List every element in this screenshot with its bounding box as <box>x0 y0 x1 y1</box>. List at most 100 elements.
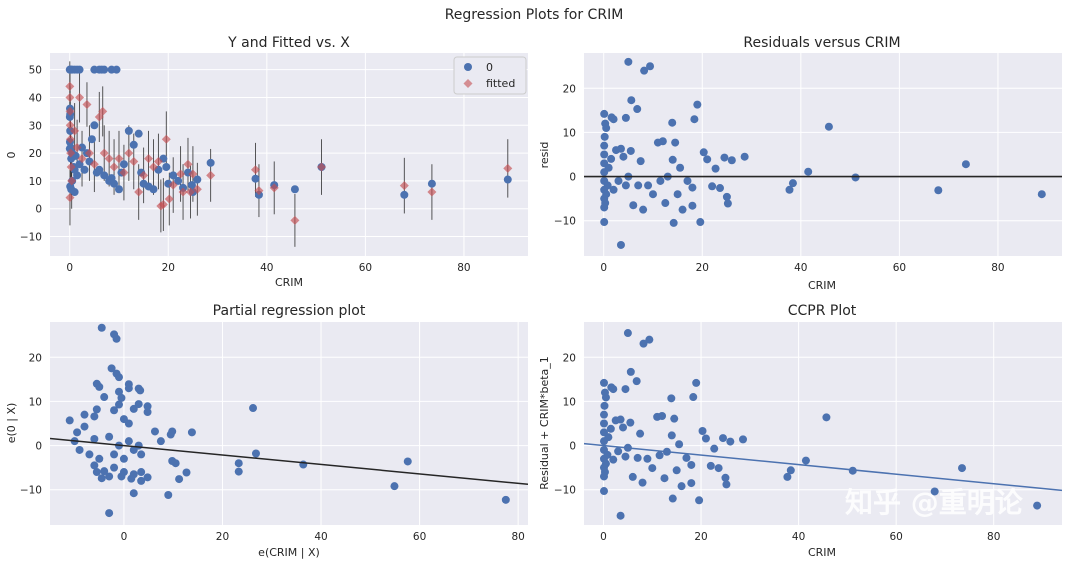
x-tick-label: 60 <box>413 531 426 543</box>
data-point <box>251 449 260 458</box>
data-point <box>658 411 667 420</box>
y-tick-label: 10 <box>29 176 42 188</box>
data-point <box>110 463 119 472</box>
observed-point <box>129 140 138 149</box>
data-point <box>636 157 645 166</box>
data-point <box>848 466 857 475</box>
data-point <box>143 402 152 411</box>
data-point <box>961 160 970 169</box>
fitted-point <box>89 159 99 169</box>
data-point <box>626 367 635 376</box>
legend-label-observed: 0 <box>486 61 493 74</box>
data-point <box>688 183 697 192</box>
fitted-point <box>134 187 144 197</box>
data-point <box>80 422 89 431</box>
y-tick-label: 20 <box>563 83 576 95</box>
data-point <box>720 153 729 162</box>
data-point <box>703 155 712 164</box>
plot-area <box>50 322 528 525</box>
data-point <box>105 509 114 518</box>
data-point <box>824 122 833 131</box>
fitted-point <box>399 181 409 191</box>
data-point <box>599 487 608 496</box>
data-point <box>934 186 943 195</box>
observed-point <box>251 174 260 183</box>
data-point <box>600 132 609 141</box>
data-point <box>624 57 633 66</box>
data-point <box>129 445 138 454</box>
fitted-point <box>139 170 149 180</box>
data-point <box>692 378 701 387</box>
x-tick-label: 40 <box>314 531 327 543</box>
x-axis-label-y-and-fitted: CRIM <box>275 276 303 289</box>
data-point <box>633 105 642 114</box>
observed-point <box>427 179 436 188</box>
data-point <box>626 146 635 155</box>
plot-area <box>584 322 1062 525</box>
data-point <box>1037 190 1046 199</box>
data-point <box>721 473 730 482</box>
data-point <box>97 323 106 332</box>
x-tick-label: 0 <box>66 262 73 274</box>
data-point <box>669 218 678 227</box>
x-tick-label: 60 <box>893 262 906 274</box>
fitted-point <box>65 134 75 144</box>
data-point <box>701 434 710 443</box>
fitted-point <box>109 162 119 172</box>
data-point <box>114 373 123 382</box>
data-point <box>656 176 665 185</box>
fitted-point <box>129 156 139 166</box>
fitted-point <box>66 148 76 158</box>
legend-label-fitted: fitted <box>486 77 515 90</box>
data-point <box>714 464 723 473</box>
watermark: 知乎 @重明论 <box>845 486 1024 519</box>
data-point <box>670 414 679 423</box>
data-point <box>687 460 696 469</box>
data-point <box>623 329 632 338</box>
data-point <box>619 152 628 161</box>
data-point <box>695 496 704 505</box>
data-point <box>639 205 648 214</box>
data-point <box>609 115 618 124</box>
observed-point <box>75 65 84 74</box>
y-tick-label: 40 <box>29 92 42 104</box>
data-point <box>501 495 510 504</box>
fitted-point <box>185 187 195 197</box>
fitted-point <box>144 154 154 164</box>
data-point <box>677 482 686 491</box>
y-axis-label-partial-regression: e(0 | X) <box>5 403 18 444</box>
fit-line <box>50 437 528 486</box>
data-point <box>682 453 691 462</box>
observed-point <box>87 135 96 144</box>
data-point <box>100 393 109 402</box>
data-point <box>124 384 133 393</box>
data-point <box>143 408 152 417</box>
data-point <box>626 418 635 427</box>
y-tick-label: 50 <box>29 65 42 77</box>
fitted-point <box>70 126 80 136</box>
data-point <box>804 167 813 176</box>
data-point <box>187 428 196 437</box>
data-point <box>601 393 610 402</box>
y-tick-label: −10 <box>20 485 42 497</box>
data-point <box>168 427 177 436</box>
data-point <box>1033 501 1042 510</box>
observed-point <box>65 112 74 121</box>
fitted-point <box>75 92 85 102</box>
data-point <box>600 218 609 227</box>
data-point <box>698 427 707 436</box>
data-point <box>632 377 641 386</box>
data-point <box>621 385 630 394</box>
data-point <box>667 431 676 440</box>
fitted-point <box>77 154 87 164</box>
observed-point <box>112 65 121 74</box>
data-point <box>127 474 136 483</box>
plot-area <box>584 53 1062 256</box>
observed-point <box>174 176 183 185</box>
data-point <box>75 445 84 454</box>
panel-title-ccpr: CCPR Plot <box>788 303 857 319</box>
data-point <box>658 137 667 146</box>
x-tick-label: 40 <box>260 262 273 274</box>
data-point <box>785 185 794 194</box>
data-point <box>716 184 725 193</box>
